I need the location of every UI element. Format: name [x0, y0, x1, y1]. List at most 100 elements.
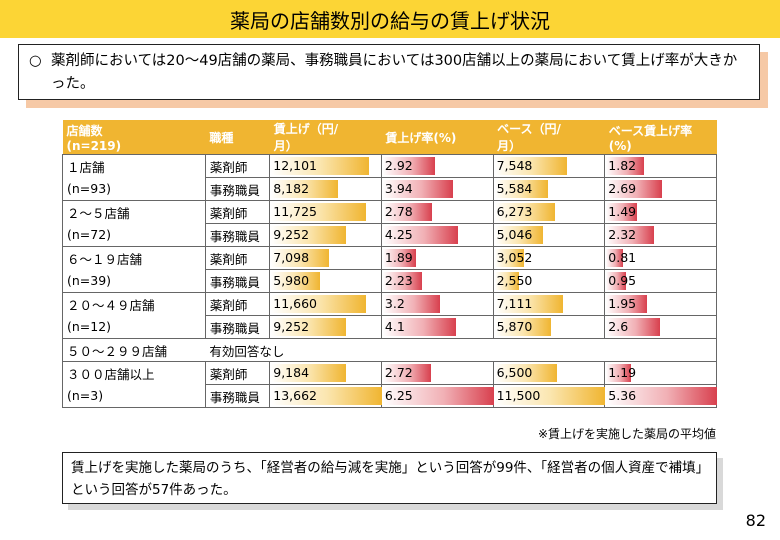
- job-type: 薬剤師: [204, 361, 271, 385]
- raise-rate: 2.72: [380, 361, 494, 385]
- bottom-note-box: 賃上げを実施した薬局のうち、「経営者の給与減を実施」という回答が99件、「経営者…: [62, 452, 717, 504]
- base-rate-value: 1.49: [608, 204, 637, 219]
- raise-rate-bar: [382, 249, 417, 267]
- base-amount-bar: [494, 295, 564, 313]
- base-amount-value: 7,548: [496, 158, 533, 173]
- base-rate: 1.95: [604, 292, 717, 316]
- raise-rate-value: 6.25: [384, 388, 413, 403]
- summary-bullet: ○: [29, 53, 42, 69]
- raise-amount: 9,252: [269, 223, 382, 247]
- raise-amount: 7,098: [269, 246, 382, 270]
- raise-rate: 4.25: [380, 223, 494, 247]
- raise-amount-bar: [271, 157, 370, 175]
- header-raise-rate: 賃上げ率(%): [381, 120, 494, 155]
- base-rate-value: 5.36: [608, 388, 637, 403]
- raise-amount-bar: [271, 387, 382, 405]
- raise-amount-value: 9,252: [273, 319, 310, 334]
- base-amount-bar: [494, 203, 555, 221]
- base-rate: 2.6: [604, 315, 717, 339]
- table-row: (n=3) 事務職員 13,662 6.25 11,500 5.36: [62, 384, 717, 408]
- base-rate: 0.95: [604, 269, 717, 293]
- base-amount: 6,500: [492, 361, 606, 385]
- raise-rate-value: 4.25: [384, 227, 413, 242]
- raise-rate: 4.1: [380, 315, 494, 339]
- raise-amount-bar: [271, 180, 338, 198]
- base-amount-value: 5,584: [496, 181, 533, 196]
- store-group-name: ３００店舗以上: [62, 361, 206, 385]
- raise-rate-value: 4.1: [384, 319, 405, 334]
- base-amount: 2,550: [492, 269, 606, 293]
- base-amount-bar: [494, 387, 606, 405]
- raise-amount: 8,182: [269, 177, 382, 201]
- base-amount-value: 6,273: [496, 204, 533, 219]
- base-amount-bar: [494, 272, 520, 290]
- raise-amount: 11,660: [269, 292, 382, 316]
- raise-rate-value: 3.94: [384, 181, 413, 196]
- base-amount-bar: [494, 318, 552, 336]
- base-rate: 1.82: [604, 154, 717, 178]
- store-group-name: ５０～２９９店舗: [62, 338, 206, 362]
- base-rate: 1.49: [604, 200, 717, 224]
- store-group-count: (n=39): [62, 269, 206, 293]
- raise-amount: 9,184: [269, 361, 382, 385]
- base-amount-value: 5,046: [496, 227, 533, 242]
- raise-amount-value: 5,980: [273, 273, 310, 288]
- raise-rate-bar: [382, 180, 453, 198]
- base-rate: 5.36: [604, 384, 717, 408]
- store-group-name: １店舗: [62, 154, 206, 178]
- raise-rate-value: 1.89: [384, 250, 413, 265]
- raise-rate-bar: [382, 272, 423, 290]
- raise-amount-value: 13,662: [273, 388, 317, 403]
- table-row: ６～１９店舗 薬剤師 7,098 1.89 3,052 0.81: [62, 246, 717, 270]
- table-row: ５０～２９９店舗 有効回答なし: [62, 338, 718, 362]
- base-rate-value: 1.95: [608, 296, 637, 311]
- table-row: １店舗 薬剤師 12,101 2.92 7,548 1.82: [62, 154, 717, 178]
- raise-amount-value: 11,660: [273, 296, 317, 311]
- base-rate-value: 0.81: [608, 250, 637, 265]
- raise-rate-bar: [382, 203, 433, 221]
- base-rate-value: 2.69: [608, 181, 637, 196]
- raise-amount-bar: [271, 272, 320, 290]
- raise-rate-bar: [382, 364, 432, 382]
- base-rate: 2.69: [604, 177, 717, 201]
- job-type: 薬剤師: [204, 246, 271, 270]
- base-rate-value: 0.95: [608, 273, 637, 288]
- header-base-amount: ベース（円/月）: [493, 120, 605, 155]
- base-rate-bar: [606, 318, 660, 336]
- base-rate-value: 1.82: [608, 158, 637, 173]
- base-rate-bar: [606, 272, 626, 290]
- base-amount-value: 7,111: [496, 296, 533, 311]
- raise-rate: 3.2: [380, 292, 494, 316]
- raise-amount-bar: [271, 203, 367, 221]
- base-rate-value: 2.32: [608, 227, 637, 242]
- raise-amount-value: 9,184: [273, 365, 310, 380]
- base-amount-value: 11,500: [496, 388, 541, 403]
- base-amount-value: 3,052: [496, 250, 533, 265]
- base-rate-value: 2.6: [608, 319, 629, 334]
- base-rate-bar: [606, 226, 655, 244]
- header-raise-amount: 賃上げ（円/月）: [269, 120, 382, 155]
- table-body: １店舗 薬剤師 12,101 2.92 7,548 1.82 (n=93) 事務職員 8,182…: [62, 154, 718, 408]
- footnote: ※賃上げを実施した薬局の平均値: [537, 427, 716, 441]
- header-job: 職種: [205, 120, 270, 155]
- summary-box: ○ 薬剤師においては20～49店舗の薬局、事務職員においては300店舗以上の薬局…: [18, 44, 760, 100]
- raise-amount: 5,980: [269, 269, 382, 293]
- raise-rate-value: 2.23: [384, 273, 413, 288]
- base-amount-bar: [494, 364, 558, 382]
- raise-rate-value: 2.92: [384, 158, 413, 173]
- table-row: ２０～４９店舗 薬剤師 11,660 3.2 7,111 1.95: [62, 292, 717, 316]
- header-base-rate: ベース賃上げ率 (%): [604, 120, 717, 155]
- job-type: 事務職員: [204, 177, 271, 201]
- salary-raise-table: 店舗数 (n=219) 職種 賃上げ（円/月） 賃上げ率(%) ベース（円/月） …: [62, 120, 718, 408]
- no-answer-cell: 有効回答なし: [205, 338, 718, 362]
- raise-amount-bar: [271, 226, 347, 244]
- base-rate: 0.81: [604, 246, 717, 270]
- base-amount: 5,870: [492, 315, 606, 339]
- raise-amount-value: 11,725: [273, 204, 317, 219]
- table-row: ２～５店舗 薬剤師 11,725 2.78 6,273 1.49: [62, 200, 717, 224]
- base-amount: 7,111: [492, 292, 606, 316]
- base-amount-bar: [494, 249, 524, 267]
- page-number: 82: [745, 511, 766, 530]
- table-row: (n=12) 事務職員 9,252 4.1 5,870 2.6: [62, 315, 717, 339]
- raise-amount-bar: [271, 249, 329, 267]
